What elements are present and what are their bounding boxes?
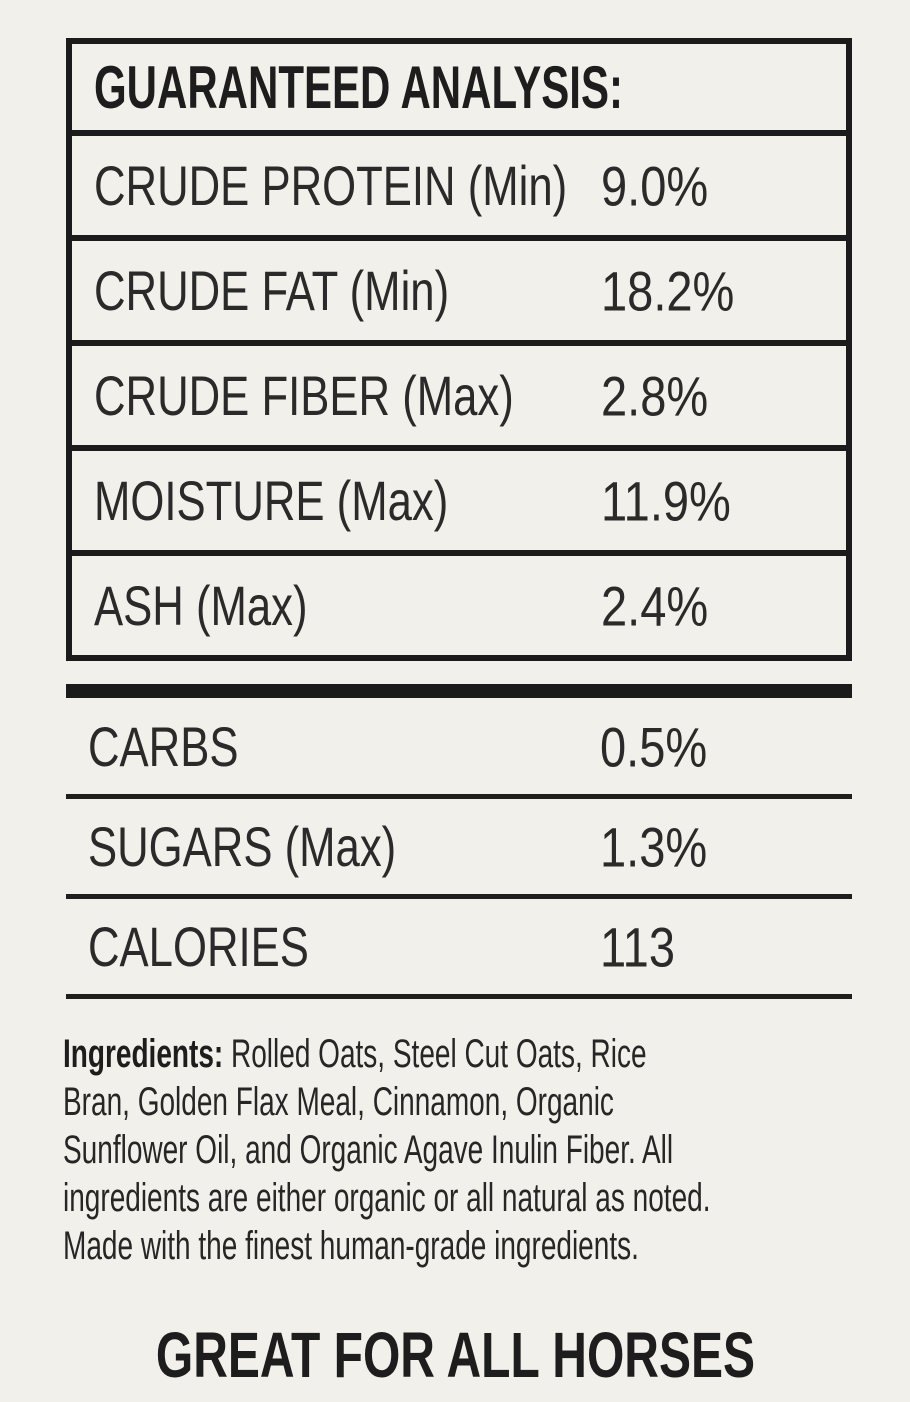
facts-row-carbs: CARBS 0.5% [66, 699, 852, 799]
ingredients-line: Sunflower Oil, and Organic Agave Inulin … [63, 1126, 883, 1174]
footer-claim: GREAT FOR ALL HORSES [0, 1318, 910, 1392]
ingredients-line: Ingredients: Rolled Oats, Steel Cut Oats… [63, 1030, 883, 1078]
ingredients-text: Made with the finest human-grade ingredi… [63, 1224, 639, 1268]
ingredients-line: ingredients are either organic or all na… [63, 1174, 883, 1222]
footer-claim-text: GREAT FOR ALL HORSES [155, 1319, 755, 1391]
analysis-row-crude-fiber: CRUDE FIBER (Max) 2.8% [72, 346, 846, 451]
facts-row-value: 113 [600, 915, 675, 978]
analysis-row-value: 11.9% [601, 469, 731, 532]
analysis-row-label: CRUDE PROTEIN (Min) [94, 154, 568, 217]
facts-row-label: CARBS [88, 715, 239, 778]
analysis-row-value: 18.2% [601, 259, 735, 322]
facts-row-label: SUGARS (Max) [88, 815, 397, 878]
analysis-row-moisture: MOISTURE (Max) 11.9% [72, 451, 846, 556]
analysis-row-value: 9.0% [601, 154, 709, 217]
analysis-row-value: 2.8% [601, 364, 709, 427]
analysis-row-label: CRUDE FIBER (Max) [94, 364, 514, 427]
ingredients-heading: Ingredients: [63, 1032, 224, 1076]
analysis-row-value: 2.4% [601, 574, 709, 637]
guaranteed-analysis-title: GUARANTEED ANALYSIS: [94, 53, 623, 121]
analysis-row-label: CRUDE FAT (Min) [94, 259, 450, 322]
facts-row-value: 1.3% [600, 815, 708, 878]
analysis-row-crude-protein: CRUDE PROTEIN (Min) 9.0% [72, 136, 846, 241]
facts-row-sugars: SUGARS (Max) 1.3% [66, 799, 852, 899]
analysis-row-ash: ASH (Max) 2.4% [72, 556, 846, 655]
ingredients-text: Bran, Golden Flax Meal, Cinnamon, Organi… [63, 1080, 614, 1124]
ingredients-text: Rolled Oats, Steel Cut Oats, Rice [223, 1032, 647, 1076]
ingredients-line: Bran, Golden Flax Meal, Cinnamon, Organi… [63, 1078, 883, 1126]
ingredients-text: ingredients are either organic or all na… [63, 1176, 711, 1220]
guaranteed-analysis-table: GUARANTEED ANALYSIS: CRUDE PROTEIN (Min)… [66, 38, 852, 661]
ingredients-text: Sunflower Oil, and Organic Agave Inulin … [63, 1128, 674, 1172]
ingredients-line: Made with the finest human-grade ingredi… [63, 1222, 883, 1270]
facts-row-value: 0.5% [600, 715, 708, 778]
section-divider-bar [66, 684, 852, 698]
facts-row-label: CALORIES [88, 915, 309, 978]
analysis-row-label: ASH (Max) [94, 574, 308, 637]
analysis-row-label: MOISTURE (Max) [94, 469, 449, 532]
ingredients-paragraph: Ingredients: Rolled Oats, Steel Cut Oats… [63, 1030, 883, 1270]
additional-facts-section: CARBS 0.5% SUGARS (Max) 1.3% CALORIES 11… [66, 699, 852, 999]
guaranteed-analysis-header: GUARANTEED ANALYSIS: [72, 44, 846, 136]
analysis-row-crude-fat: CRUDE FAT (Min) 18.2% [72, 241, 846, 346]
facts-row-calories: CALORIES 113 [66, 899, 852, 999]
